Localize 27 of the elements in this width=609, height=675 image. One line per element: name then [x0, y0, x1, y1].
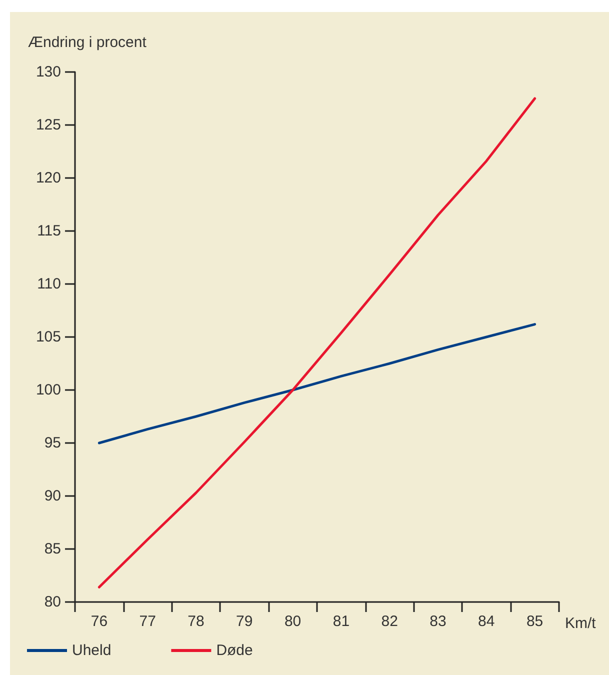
x-tick-label: 79	[236, 613, 253, 630]
y-tick-label: 120	[36, 170, 61, 186]
x-tick-label: 84	[478, 613, 495, 630]
y-tick-label: 95	[44, 434, 61, 452]
x-axis-title: Km/t	[565, 615, 597, 632]
x-tick-label: 82	[381, 613, 398, 630]
legend-label: Døde	[216, 642, 253, 659]
x-tick-label: 81	[332, 613, 350, 630]
x-tick-label: 80	[284, 613, 302, 630]
x-tick-label: 76	[90, 613, 108, 630]
y-tick-label: 105	[36, 328, 61, 346]
y-axis-title: Ændring i procent	[28, 34, 148, 51]
y-tick-label: 125	[36, 116, 61, 134]
y-tick-label: 115	[37, 222, 61, 240]
x-tick-label: 78	[188, 613, 204, 630]
y-tick-label: 90	[44, 488, 61, 504]
legend-label: Uheld	[72, 642, 112, 659]
x-tick-label: 77	[139, 613, 156, 630]
y-tick-label: 110	[37, 276, 61, 292]
line-series	[98, 97, 536, 588]
y-tick-label: 85	[44, 540, 61, 558]
y-tick-label: 100	[36, 382, 61, 398]
x-tick-label: 83	[430, 613, 446, 630]
y-tick-label: 80	[44, 594, 61, 610]
y-tick-label: 130	[36, 64, 61, 80]
x-tick-label: 85	[526, 613, 544, 630]
line-series	[98, 323, 536, 444]
